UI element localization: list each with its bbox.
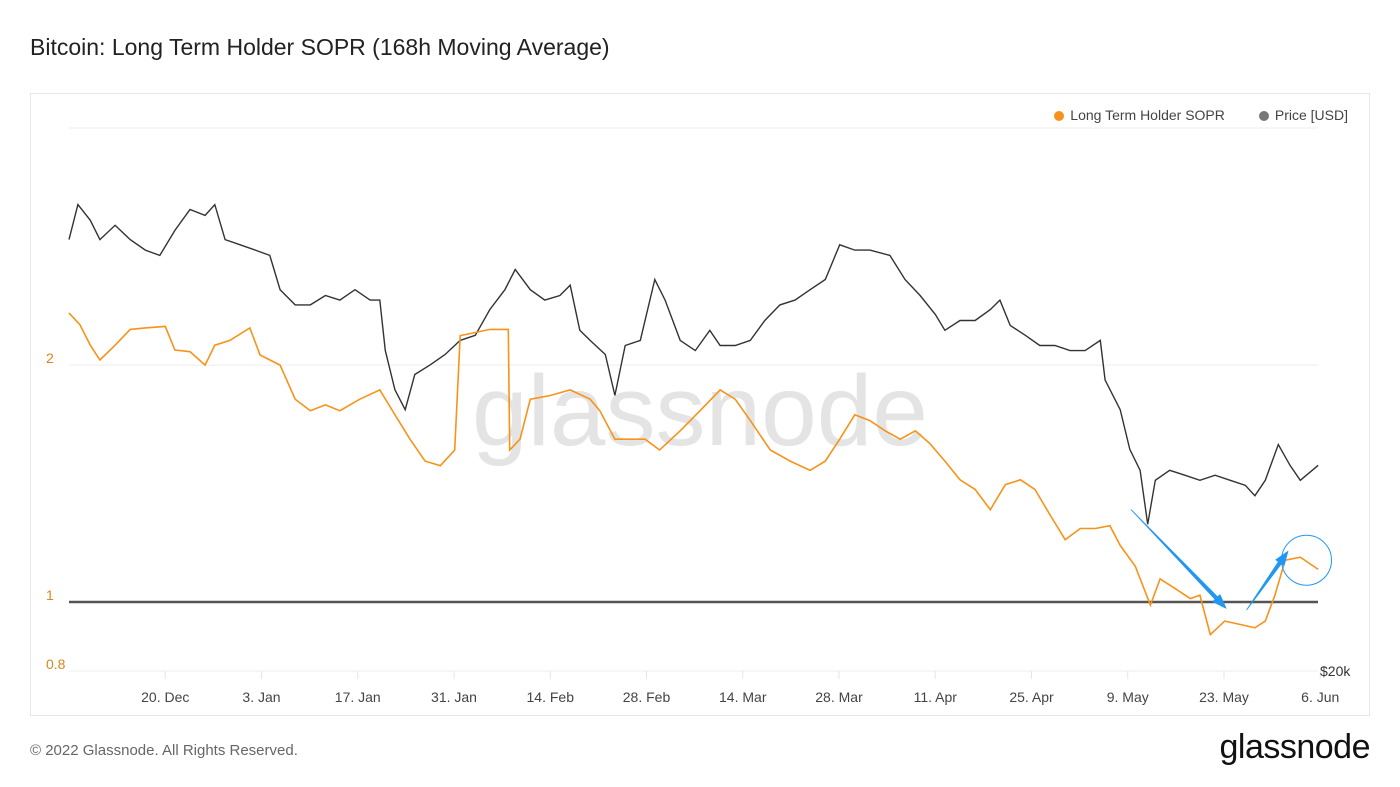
chart-title: Bitcoin: Long Term Holder SOPR (168h Mov… <box>30 34 610 60</box>
price-line <box>68 203 1319 525</box>
legend-label: Long Term Holder SOPR <box>1070 107 1225 123</box>
annotation-circle <box>1281 534 1332 586</box>
x-tick-label: 20. Dec <box>141 689 189 705</box>
y-left-tick-label: 0.8 <box>46 656 66 672</box>
chart-card <box>30 93 1370 716</box>
x-tick-label: 28. Mar <box>815 689 863 705</box>
annotation-arrow <box>1130 509 1227 609</box>
x-tick-label: 28. Feb <box>623 689 671 705</box>
sopr-line <box>68 312 1319 637</box>
x-tick-label: 9. May <box>1107 689 1149 705</box>
x-tick-label: 31. Jan <box>431 689 477 705</box>
x-tick-label: 17. Jan <box>335 689 381 705</box>
x-tick-label: 14. Feb <box>527 689 575 705</box>
y-left-tick-label: 1 <box>46 587 54 603</box>
x-tick-label: 11. Apr <box>914 689 958 705</box>
x-tick-label: 25. Apr <box>1009 689 1054 705</box>
legend-label: Price [USD] <box>1274 107 1348 123</box>
y-left-tick-label: 2 <box>46 350 54 366</box>
x-tick-label: 14. Mar <box>719 689 767 705</box>
glassnode-logo: glassnode <box>1219 728 1370 766</box>
x-tick-label: 23. May <box>1199 689 1249 705</box>
x-tick-label: 3. Jan <box>242 689 280 705</box>
legend-dot-icon <box>1258 111 1269 121</box>
legend: Long Term Holder SOPR Price [USD] <box>1054 107 1348 123</box>
y-right-tick-label: $20k <box>1320 663 1351 679</box>
x-tick-label: 6. Jun <box>1301 689 1339 705</box>
legend-dot-icon <box>1054 111 1065 121</box>
copyright: © 2022 Glassnode. All Rights Reserved. <box>30 742 298 759</box>
legend-item-sopr[interactable]: Long Term Holder SOPR <box>1054 107 1225 123</box>
legend-item-price[interactable]: Price [USD] <box>1258 107 1348 123</box>
